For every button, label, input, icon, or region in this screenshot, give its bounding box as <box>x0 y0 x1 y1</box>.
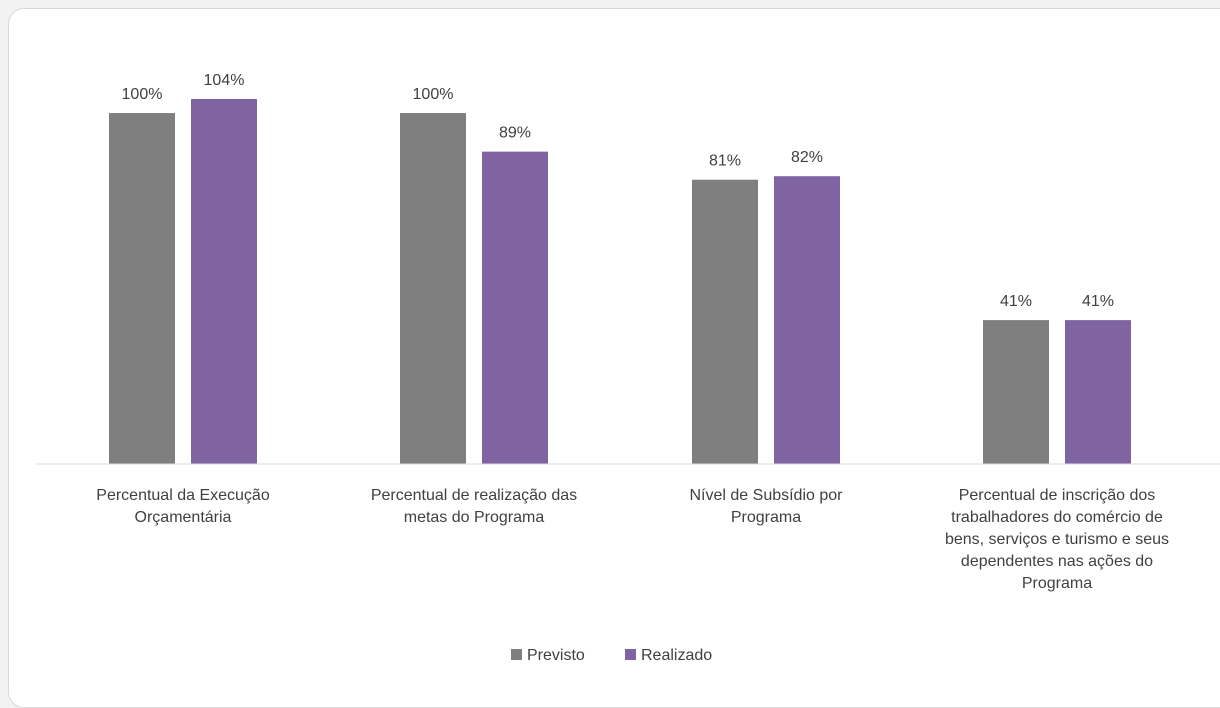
bar-previsto-1 <box>400 113 466 465</box>
data-label-previsto-1: 100% <box>413 86 454 103</box>
category-label-0-line-1: Orçamentária <box>135 509 232 526</box>
data-labels-layer: 100% 104% 100% 89% 81% 82% 41% 41% <box>122 72 1114 310</box>
category-label-2-line-1: Programa <box>731 509 801 526</box>
category-label-2-line-0: Nível de Subsídio por <box>690 487 844 504</box>
data-label-previsto-3: 41% <box>1000 293 1032 310</box>
bars-layer <box>109 99 1131 465</box>
data-label-realizado-2: 82% <box>791 149 823 166</box>
bar-realizado-2 <box>774 176 840 464</box>
legend-label-realizado: Realizado <box>641 647 712 664</box>
category-label-3-line-0: Percentual de inscrição dos <box>959 487 1156 504</box>
category-labels-layer: Percentual da Execução Orçamentária Percen… <box>96 487 1169 592</box>
legend-label-previsto: Previsto <box>527 647 585 664</box>
data-label-realizado-1: 89% <box>499 125 531 142</box>
bar-realizado-1 <box>482 151 548 464</box>
category-label-3-line-2: bens, serviços e turismo e seus <box>945 531 1169 548</box>
bar-previsto-3 <box>983 320 1049 464</box>
bar-previsto-2 <box>692 179 758 464</box>
category-label-3-line-4: Programa <box>1022 575 1092 592</box>
data-label-realizado-0: 104% <box>204 72 245 89</box>
category-label-1-line-0: Percentual de realização das <box>371 487 577 504</box>
bar-chart: 100% 104% 100% 89% 81% 82% 41% 41% Percentual d… <box>37 72 1220 664</box>
data-label-previsto-0: 100% <box>122 86 163 103</box>
bar-realizado-0 <box>191 99 257 464</box>
data-label-previsto-2: 81% <box>709 153 741 170</box>
category-label-3-line-3: dependentes nas ações do <box>961 553 1153 570</box>
category-label-3-line-1: trabalhadores do comércio de <box>951 509 1163 526</box>
legend-swatch-realizado <box>625 649 636 660</box>
category-label-1-line-1: metas do Programa <box>404 509 545 526</box>
legend: Previsto Realizado <box>511 647 712 664</box>
bar-realizado-3 <box>1065 320 1131 464</box>
category-label-0-line-0: Percentual da Execução <box>96 487 270 504</box>
bar-previsto-0 <box>109 113 175 465</box>
chart-card: 100% 104% 100% 89% 81% 82% 41% 41% Percentual d… <box>8 8 1220 708</box>
legend-swatch-previsto <box>511 649 522 660</box>
data-label-realizado-3: 41% <box>1082 293 1114 310</box>
